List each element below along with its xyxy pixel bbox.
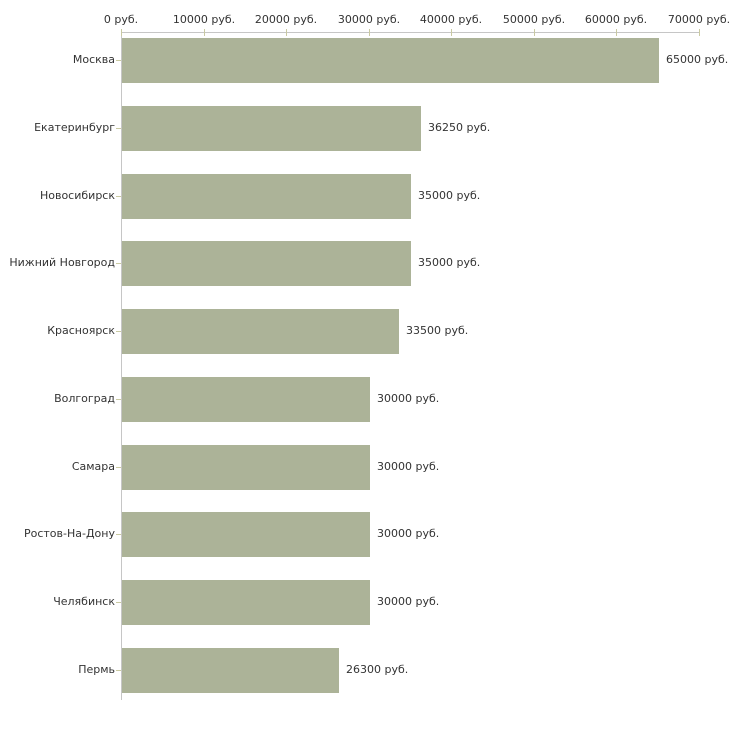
category-label: Новосибирск (39, 189, 115, 202)
category-label: Самара (71, 460, 115, 473)
x-axis-tick (451, 29, 452, 36)
category-label: Москва (72, 53, 115, 66)
value-label: 30000 руб. (377, 527, 440, 540)
value-label: 30000 руб. (377, 595, 440, 608)
chart-bar (122, 106, 421, 151)
category-label: Волгоград (54, 392, 115, 405)
chart-bar (122, 580, 370, 625)
x-axis-line (121, 32, 700, 33)
x-axis-tick (369, 29, 370, 36)
chart-bar (122, 241, 411, 286)
y-axis-tick (116, 670, 121, 671)
x-axis-tick-label: 50000 руб. (502, 13, 566, 26)
x-axis-tick (699, 29, 700, 36)
y-axis-tick (116, 467, 121, 468)
x-axis-tick (204, 29, 205, 36)
x-axis-tick-label: 30000 руб. (337, 13, 401, 26)
chart-bar (122, 38, 659, 83)
value-label: 65000 руб. (666, 53, 729, 66)
category-label: Ростов-На-Дону (23, 527, 115, 540)
value-label: 35000 руб. (418, 189, 481, 202)
chart-bar (122, 309, 399, 354)
chart-bar (122, 512, 370, 557)
y-axis-tick (116, 60, 121, 61)
y-axis-tick (116, 534, 121, 535)
y-axis-tick (116, 263, 121, 264)
x-axis-tick-label: 20000 руб. (254, 13, 318, 26)
y-axis-tick (116, 196, 121, 197)
y-axis-tick (116, 128, 121, 129)
category-label: Челябинск (53, 595, 115, 608)
chart-bar (122, 648, 339, 693)
value-label: 26300 руб. (346, 663, 409, 676)
category-label: Красноярск (47, 324, 115, 337)
chart-bar (122, 377, 370, 422)
x-axis-tick-label: 0 руб. (103, 13, 139, 26)
category-label: Екатеринбург (34, 121, 115, 134)
x-axis-tick-label: 60000 руб. (584, 13, 648, 26)
chart-bar (122, 445, 370, 490)
value-label: 30000 руб. (377, 392, 440, 405)
y-axis-tick (116, 399, 121, 400)
x-axis-tick (534, 29, 535, 36)
value-label: 30000 руб. (377, 460, 440, 473)
x-axis-tick-label: 10000 руб. (172, 13, 236, 26)
category-label: Пермь (78, 663, 115, 676)
value-label: 35000 руб. (418, 256, 481, 269)
x-axis-tick (616, 29, 617, 36)
x-axis-tick-label: 70000 руб. (667, 13, 730, 26)
y-axis-line (121, 32, 122, 700)
chart-bar (122, 174, 411, 219)
x-axis-tick (121, 29, 122, 36)
value-label: 36250 руб. (428, 121, 491, 134)
y-axis-tick (116, 602, 121, 603)
category-label: Нижний Новгород (9, 256, 115, 269)
y-axis-tick (116, 331, 121, 332)
x-axis-tick (286, 29, 287, 36)
value-label: 33500 руб. (406, 324, 469, 337)
x-axis-tick-label: 40000 руб. (419, 13, 483, 26)
